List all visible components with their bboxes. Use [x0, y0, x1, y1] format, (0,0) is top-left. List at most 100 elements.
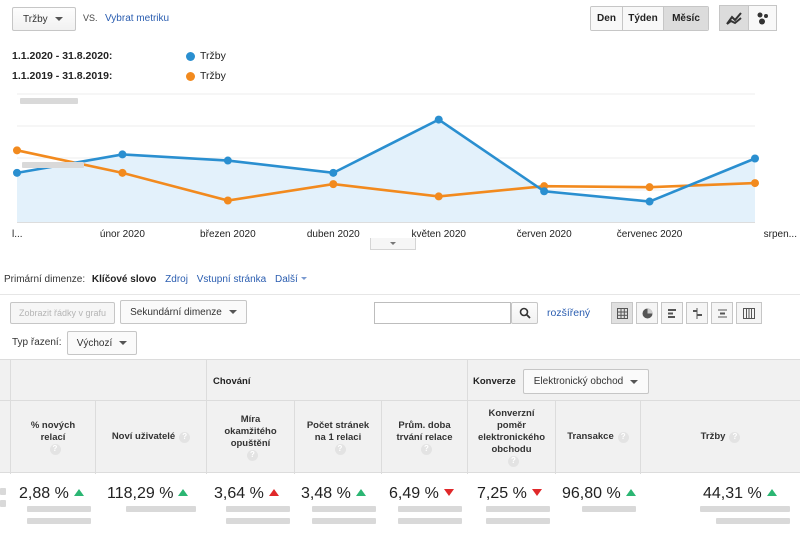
sort-type-label: Typ řazení:	[12, 337, 62, 348]
dimension-source[interactable]: Zdroj	[165, 274, 188, 285]
column-header-new-sessions[interactable]: % nových relací?	[11, 403, 95, 471]
help-icon[interactable]: ?	[49, 443, 61, 455]
help-icon[interactable]: ?	[617, 431, 629, 443]
comparison-value-redacted	[486, 518, 550, 524]
period-week-button[interactable]: Týden	[623, 7, 664, 30]
dimension-keyword[interactable]: Klíčové slovo	[91, 274, 157, 285]
column-header-new-users[interactable]: Noví uživatelé?	[96, 403, 206, 471]
data-point[interactable]	[118, 168, 127, 177]
help-icon[interactable]: ?	[508, 455, 519, 467]
pie-chart-icon	[642, 308, 652, 318]
dimension-landing-page[interactable]: Vstupní stránka	[196, 274, 267, 285]
divider	[640, 401, 641, 542]
dimension-more[interactable]: Další	[275, 274, 298, 285]
total-value-conversion-rate: 7,25 %	[477, 485, 542, 503]
value-text: 44,31 %	[703, 485, 762, 502]
comparison-value-redacted	[398, 518, 462, 524]
total-value-new-sessions: 2,88 %	[19, 485, 84, 503]
bar-view-button[interactable]	[661, 302, 683, 324]
row-label-redacted	[0, 488, 6, 495]
column-header-label: Noví uživatelé	[111, 431, 176, 442]
sort-type-value: Výchozí	[76, 337, 113, 349]
metric-dropdown[interactable]: Tržby	[12, 7, 76, 31]
conversion-type-dropdown[interactable]: Elektronický obchod	[523, 369, 649, 394]
value-text: 3,48 %	[301, 485, 351, 502]
trend-down-red-icon	[531, 489, 542, 496]
comparison-value-redacted	[582, 506, 636, 512]
column-header-revenue[interactable]: Tržby?	[641, 403, 800, 471]
data-point[interactable]	[13, 146, 21, 155]
data-point[interactable]	[645, 183, 654, 192]
comparison-view-button[interactable]	[686, 302, 708, 324]
divider	[555, 401, 556, 542]
table-column-header-row	[0, 401, 800, 473]
motion-chart-button[interactable]	[749, 6, 776, 30]
pivot-view-button[interactable]	[736, 302, 762, 324]
chevron-down-icon	[54, 17, 63, 21]
secondary-dimension-dropdown[interactable]: Sekundární dimenze	[120, 300, 247, 324]
column-header-pages-per-session[interactable]: Počet stránek na 1 relaci?	[295, 403, 381, 471]
sort-type-dropdown[interactable]: Výchozí	[67, 331, 137, 355]
data-point[interactable]	[540, 187, 549, 196]
comparison-value-redacted	[312, 518, 376, 524]
total-value-pages-per-session: 3,48 %	[301, 485, 366, 503]
data-point[interactable]	[118, 150, 127, 159]
column-header-label: Tržby	[700, 431, 726, 442]
column-header-ecommerce-conversion-rate[interactable]: Konverzní poměr elektronického obchodu?	[468, 403, 555, 471]
search-input[interactable]	[374, 302, 511, 324]
period-month-button[interactable]: Měsíc	[664, 7, 708, 30]
data-point[interactable]	[223, 196, 232, 205]
data-point[interactable]	[751, 179, 759, 188]
pie-view-button[interactable]	[636, 302, 658, 324]
choose-metric-link[interactable]: Vybrat metriku	[105, 13, 170, 24]
column-header-bounce-rate[interactable]: Míra okamžitého opuštění?	[207, 403, 294, 471]
search-button[interactable]	[511, 302, 538, 324]
table-view-button[interactable]	[611, 302, 633, 324]
show-rows-label: Zobrazit řádky v grafu	[18, 308, 107, 318]
help-icon[interactable]: ?	[334, 443, 346, 455]
help-icon[interactable]: ?	[421, 443, 432, 455]
term-cloud-view-button[interactable]	[711, 302, 733, 324]
secondary-dimension-label: Sekundární dimenze	[130, 306, 222, 318]
data-point[interactable]	[434, 115, 443, 124]
comparison-value-redacted	[486, 506, 550, 512]
chevron-down-icon	[630, 379, 639, 384]
primary-dimension-label: Primární dimenze:	[4, 274, 86, 285]
column-header-avg-session-duration[interactable]: Prům. doba trvání relace?	[382, 403, 467, 471]
trend-up-green-icon	[73, 489, 84, 496]
column-header-transactions[interactable]: Transakce?	[556, 403, 640, 471]
trend-up-red-icon	[268, 489, 279, 496]
data-point[interactable]	[223, 156, 232, 165]
column-header-label: Konverzní poměr elektronického obchodu	[477, 407, 546, 455]
help-icon[interactable]: ?	[729, 431, 741, 443]
data-point[interactable]	[751, 154, 759, 163]
comparison-value-redacted	[226, 506, 290, 512]
comparison-value-redacted	[226, 518, 290, 524]
chart-collapse-handle[interactable]	[370, 238, 416, 250]
x-tick-label: červenec 2020	[616, 229, 683, 240]
show-rows-in-chart-button[interactable]: Zobrazit řádky v grafu	[10, 302, 115, 324]
divider	[294, 401, 295, 542]
legend-dot-orange	[186, 72, 195, 81]
comparison-icon	[692, 307, 702, 319]
data-point[interactable]	[645, 197, 654, 206]
legend-row-current: 1.1.2020 - 31.8.2020: Tržby	[12, 50, 242, 64]
data-point[interactable]	[434, 192, 443, 201]
help-icon[interactable]: ?	[179, 431, 191, 443]
primary-dimension-bar: Primární dimenze: Klíčové slovo Zdroj Vs…	[4, 274, 307, 285]
column-header-label: Míra okamžitého opuštění	[224, 413, 277, 449]
divider	[467, 359, 468, 542]
trend-up-green-icon	[178, 489, 189, 496]
period-day-button[interactable]: Den	[591, 7, 623, 30]
advanced-filter-link[interactable]: rozšířený	[547, 307, 591, 319]
data-point[interactable]	[13, 168, 21, 177]
data-point[interactable]	[329, 168, 338, 177]
divider	[0, 294, 800, 295]
bubble-chart-icon	[757, 12, 768, 25]
series-line-0	[16, 118, 756, 203]
data-point[interactable]	[329, 180, 338, 189]
series-line-1	[16, 149, 756, 202]
legend-dot-blue	[186, 52, 195, 61]
line-chart-button[interactable]	[720, 6, 749, 30]
help-icon[interactable]: ?	[247, 449, 258, 461]
